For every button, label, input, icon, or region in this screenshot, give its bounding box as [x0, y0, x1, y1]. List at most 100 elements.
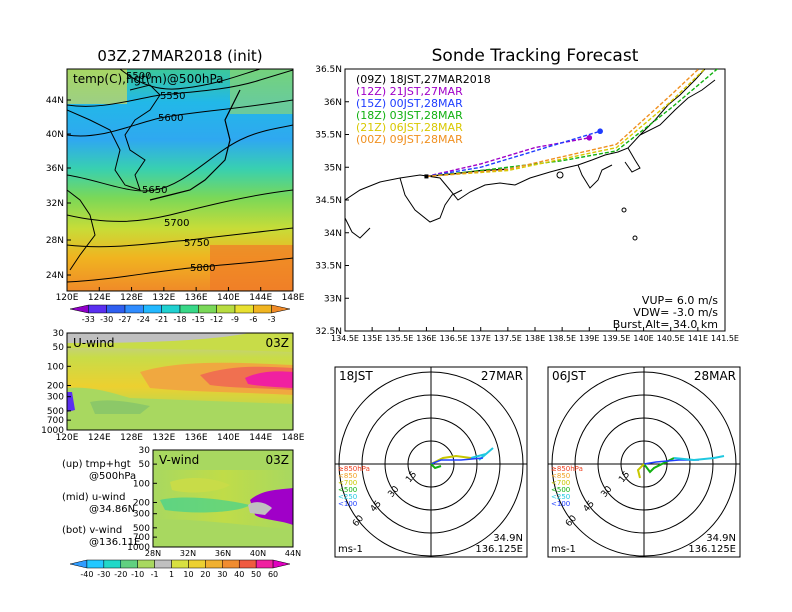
lon-tick-label: 148E	[282, 293, 305, 303]
legend-entry: (15Z) 00JST,28MAR	[356, 97, 463, 110]
colorbar-label: -40	[80, 570, 93, 579]
track-lat-axis: 36.5N 36N 35.5N 35N 34.5N 34N 33.5N 33N 32.5N	[315, 65, 349, 337]
vwind-frame	[152, 449, 294, 548]
burst-marker	[586, 134, 593, 141]
contour-label: 5500	[126, 71, 151, 82]
captions: (up) tmp+hgt @500hPa (mid) u-wind @34.86…	[62, 459, 140, 548]
contour-5800	[67, 257, 293, 283]
contour-label: 5800	[190, 263, 215, 274]
colorbar-swatch	[216, 304, 236, 314]
param-burst: Burst Alt= 34.0 km	[613, 318, 718, 331]
burst-marker	[597, 128, 603, 135]
map500-label: temp(C),hgt(m)@500hPa	[73, 72, 224, 86]
track-panel: Sonde Tracking Forecast 36.5N 36N 35.5N 35N…	[315, 46, 739, 343]
caption-up-2: @500hPa	[89, 471, 136, 482]
colorbar-swatch	[137, 559, 155, 569]
x-tick-label: 124E	[88, 433, 111, 443]
track-params: VUP= 6.0 m/s VDW= -3.0 m/s Burst Alt= 34…	[613, 294, 719, 331]
y-tick-label: 50	[139, 460, 151, 470]
colorbar-swatch	[154, 559, 172, 569]
lon-tick-label: 135E	[362, 334, 382, 343]
level-legend: ≥850hPa	[338, 465, 370, 473]
contour-5550	[67, 69, 293, 107]
y-tick-label: 100	[133, 479, 150, 489]
lon-tick-label: 132E	[152, 293, 175, 303]
uwind-field	[67, 333, 293, 430]
uwind-x-axis: 120E 124E 128E 132E 136E 140E 144E 148E	[56, 433, 305, 443]
level-legend: <850	[338, 472, 357, 480]
param-vup: VUP= 6.0 m/s	[642, 294, 718, 307]
x-tick-label: 36N	[215, 549, 231, 558]
lon-tick-label: 144E	[249, 293, 272, 303]
uwind-time: 03Z	[266, 336, 290, 350]
colorbar-swatch	[271, 304, 291, 314]
level-legend: <850	[551, 472, 570, 480]
colorbar-swatch	[69, 559, 88, 569]
contour-5650	[67, 124, 293, 192]
track-line	[426, 69, 700, 178]
colorbar-swatch	[120, 559, 138, 569]
coastline-east	[639, 79, 716, 136]
caption-mid-1: (mid) u-wind	[62, 492, 125, 503]
polar-date: 28MAR	[694, 369, 736, 383]
island	[621, 207, 627, 213]
lat-tick-label: 36N	[324, 98, 342, 108]
map500-field	[67, 69, 293, 291]
x-tick-label: 120E	[56, 433, 79, 443]
coastline-izu	[577, 164, 613, 189]
y-tick-label: 300	[47, 393, 64, 403]
legend-entry: (12Z) 21JST,27MAR	[356, 85, 463, 98]
contour-label: 5650	[142, 185, 167, 196]
lon-tick-label: 139.5E	[602, 334, 630, 343]
lon-tick-label: 141.5E	[711, 334, 739, 343]
colorbar-swatch	[205, 559, 223, 569]
lon-tick-label: 136E	[416, 334, 436, 343]
uwind-label: U-wind	[73, 336, 114, 350]
lat-tick-label: 34N	[324, 229, 342, 239]
polar-time: 06JST	[552, 369, 586, 383]
colorbar-label: 10	[183, 570, 193, 579]
hodograph	[673, 455, 725, 462]
caption-up-1: (up) tmp+hgt	[62, 459, 131, 470]
colorbar-label: 30	[217, 570, 227, 579]
y-tick-label: 50	[53, 343, 65, 353]
lon-tick-label: 140E	[217, 293, 240, 303]
caption-bot-1: (bot) v-wind	[62, 525, 122, 536]
param-vdw: VDW= -3.0 m/s	[633, 306, 718, 319]
colorbar-swatch	[86, 559, 105, 569]
contour-label: 5600	[158, 113, 183, 124]
wind-colorbar: -40 -30 -20 -10 -1 1 10 20 30 40 50 60	[69, 559, 291, 579]
lon-tick-label: 120E	[56, 293, 79, 303]
map500-lon-axis: 120E 124E 128E 132E 136E 140E 144E 148E	[56, 287, 305, 303]
uwind-frame	[66, 332, 294, 431]
x-tick-label: 44N	[285, 549, 301, 558]
polar-unit: ms-1	[338, 544, 363, 555]
colorbar-label: -6	[249, 315, 257, 324]
track-line	[426, 130, 601, 178]
lat-tick-label: 35N	[324, 163, 342, 173]
colorbar-swatch	[198, 304, 217, 314]
lat-tick-label: 34.5N	[315, 196, 342, 206]
colorbar-swatch	[238, 559, 257, 569]
lon-tick-label: 136E	[185, 293, 208, 303]
lon-tick-label: 140E	[633, 334, 653, 343]
hodograph	[643, 457, 675, 474]
vwind-time: 03Z	[266, 453, 290, 467]
level-legend: <250	[338, 493, 357, 501]
level-legend: <700	[551, 479, 570, 487]
x-tick-label: 32N	[180, 549, 196, 558]
level-legend: <500	[551, 486, 570, 494]
colorbar-swatch	[255, 559, 274, 569]
coastline-korea-china	[67, 84, 161, 191]
colorbar-label: 20	[200, 570, 210, 579]
polar-date: 27MAR	[481, 369, 523, 383]
caption-mid-2: @34.86N	[89, 504, 135, 515]
lat-tick-label: 32.5N	[315, 327, 342, 337]
map500-frame	[66, 68, 294, 292]
colorbar-label: 60	[268, 570, 278, 579]
